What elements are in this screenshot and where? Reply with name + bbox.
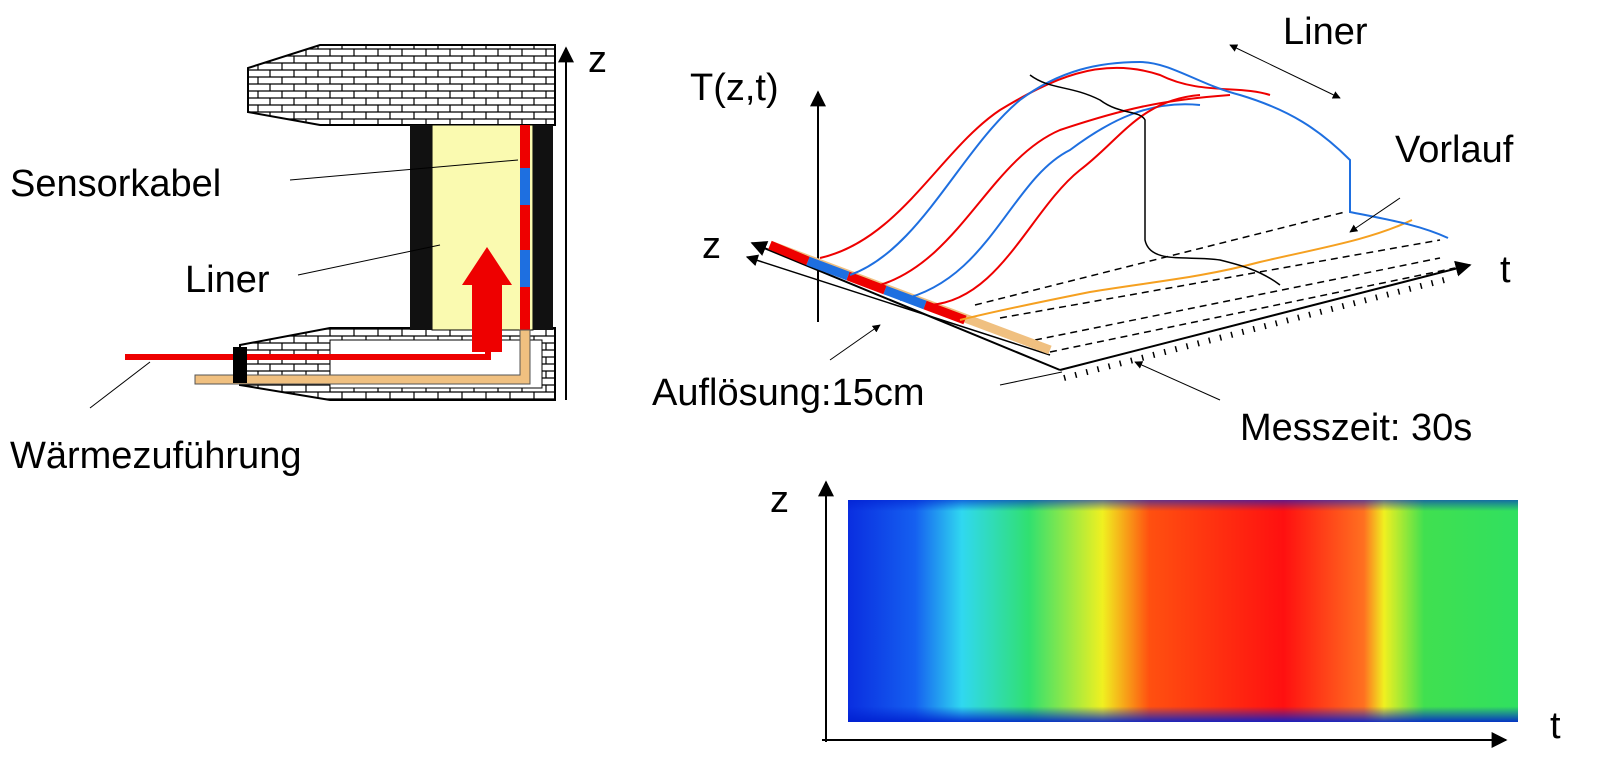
t-axis-label: t [1550,705,1561,747]
t-axis-label: t [1500,249,1511,291]
page: z Sensorkabel Liner Wärmezuführung T(z,t… [0,0,1614,768]
label: Sensorkabel [10,163,221,205]
z-axis-label: z [770,479,789,521]
annotation: Vorlauf [1395,129,1514,171]
annotation: Auflösung:15cm [652,372,925,414]
figure: z Sensorkabel Liner Wärmezuführung T(z,t… [0,0,1614,768]
label: Wärmezuführung [10,435,301,477]
heatmap: z t [770,479,1561,747]
z-axis-label: z [702,225,721,267]
y-axis-label: T(z,t) [690,67,779,109]
waterfall-plot: T(z,t) z t Liner Vorlauf Auflösung:15cm … [652,11,1514,449]
furnace-diagram: z Sensorkabel Liner Wärmezuführung [10,39,607,477]
annotation: Liner [1283,11,1368,53]
axis-label: z [588,39,607,81]
annotation: Messzeit: 30s [1240,407,1472,449]
label: Liner [185,259,270,301]
